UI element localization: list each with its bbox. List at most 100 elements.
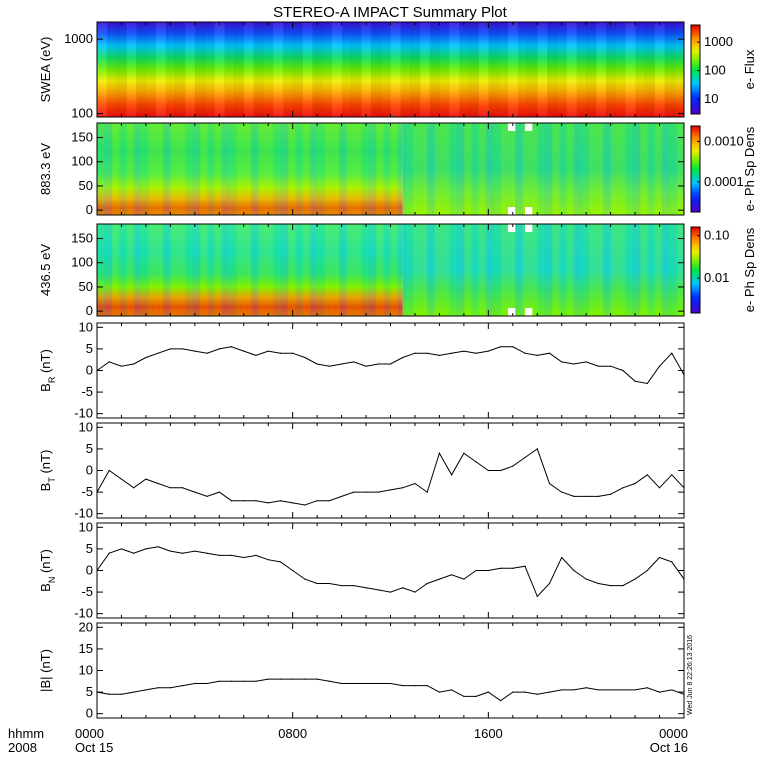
bmag-point (438, 691, 441, 693)
pad-436eV-streak (522, 224, 531, 316)
pad-436eV-streak (661, 224, 670, 316)
pad-883eV-streak (368, 123, 377, 215)
pad-436eV-streak (647, 224, 656, 316)
year-label: 2008 (8, 740, 37, 755)
swea-spectrogram-streak (566, 22, 577, 117)
pad-883eV-streak (522, 123, 531, 215)
plot-title: STEREO-A IMPACT Summary Plot (273, 4, 507, 21)
pad-883eV-streak (251, 123, 259, 215)
br-point (206, 352, 208, 354)
bmag-point (573, 689, 575, 691)
pad-883eV-streak (515, 123, 524, 215)
data-gap (525, 224, 533, 232)
pad-883eV-streak (559, 123, 568, 215)
br-point (120, 365, 123, 367)
pad-436eV-streak (617, 224, 626, 316)
pad-883eV-streak (625, 123, 634, 215)
y-axis-label: SWEA (eV) (38, 37, 53, 103)
bn-point (524, 565, 526, 567)
pad-436eV-panel: 0 50 100 150 436.5 eV (38, 223, 685, 318)
bmag-point (426, 685, 428, 687)
br-point (512, 346, 514, 348)
y-axis-label-sub: R (47, 376, 57, 383)
swea-spectrogram-streak (194, 22, 206, 117)
y-tick-label: 0 (86, 706, 93, 721)
bn-point (597, 582, 599, 585)
pad-883eV-streak (529, 123, 538, 215)
pad-883eV-streak (405, 123, 414, 215)
br-point (365, 365, 367, 367)
swea-spectrogram-streak (498, 22, 509, 117)
y-tick-label: 20 (79, 619, 93, 634)
pad-883eV-streak (654, 123, 663, 215)
pad-883eV-streak (126, 123, 135, 215)
bt-point (218, 491, 220, 493)
y-tick-label: 150 (71, 130, 93, 145)
pad-436eV-streak (581, 224, 590, 316)
pad-436eV-streak (456, 224, 465, 316)
br-point (573, 363, 575, 365)
y-tick-label: -5 (81, 484, 93, 499)
pad-436eV-streak (207, 224, 215, 316)
y-tick-label: 5 (86, 541, 93, 556)
y-axis-label: BT (nT) (38, 450, 57, 492)
bmag-point (279, 678, 282, 680)
br-panel: -10 -5 0 5 10 BR (nT) (38, 319, 685, 421)
bn-point (463, 578, 465, 580)
swea-spectrogram-streak (429, 22, 440, 117)
pad-883eV-streak (581, 123, 590, 215)
pad-883eV-streak (119, 123, 127, 215)
br-point (108, 361, 110, 363)
bn-point (133, 552, 135, 554)
bmag-point (157, 687, 159, 689)
pad-883eV-streak (383, 123, 391, 215)
colorbar-tick-label: 0.10 (704, 228, 729, 243)
br-point (218, 348, 220, 350)
bn-panel: -10 -5 0 5 10 BN (nT) (38, 519, 685, 621)
bmag-point (133, 691, 135, 693)
colorbar-scale (690, 24, 701, 115)
pad-436eV-streak (258, 224, 267, 316)
bmag-point (536, 693, 538, 695)
pad-883eV-streak (647, 123, 656, 215)
bn-point (389, 591, 392, 593)
pad-436eV-streak (111, 224, 120, 316)
swea-spectrogram-panel: 100 1000 SWEA (eV) (38, 21, 685, 121)
swea-spectrogram-streak (361, 22, 372, 117)
y-tick-label: -10 (74, 406, 93, 421)
pad-436eV-streak (133, 224, 142, 316)
bmag-point (182, 685, 184, 687)
bmag-point (169, 687, 171, 689)
pad-436eV-streak (573, 224, 582, 316)
y-tick-label: -10 (74, 506, 93, 521)
y-tick-label: 5 (86, 341, 93, 356)
bn-point (120, 548, 123, 550)
pad-436eV-streak (214, 224, 223, 316)
swea-spectrogram-image (97, 22, 684, 117)
bmag-point (548, 691, 551, 693)
bt-point (377, 491, 379, 493)
bt-point (610, 493, 612, 495)
br-point (230, 346, 233, 348)
y-tick-label: 10 (79, 319, 93, 334)
pad-883eV-streak (434, 123, 443, 215)
bn-point (304, 578, 306, 580)
bn-point (475, 569, 477, 572)
y-tick-label: -5 (81, 584, 93, 599)
swea-spectrogram-streak (615, 22, 626, 117)
y-tick-label: 10 (79, 519, 93, 534)
bn-point (365, 587, 367, 589)
pad-436eV-streak (441, 224, 450, 316)
pad-436eV-streak (507, 224, 516, 316)
pad-436eV-streak (419, 224, 428, 316)
colorbar-tick-label: 0.01 (704, 270, 729, 285)
br-point (487, 350, 489, 352)
bt-point (561, 491, 563, 493)
pad-436eV-streak (383, 224, 391, 316)
bn-point (414, 591, 416, 593)
pad-883eV-streak (551, 123, 560, 215)
bmag-point (414, 685, 416, 687)
y-tick-label: 150 (71, 231, 93, 246)
swea-spectrogram-streak (488, 22, 499, 117)
